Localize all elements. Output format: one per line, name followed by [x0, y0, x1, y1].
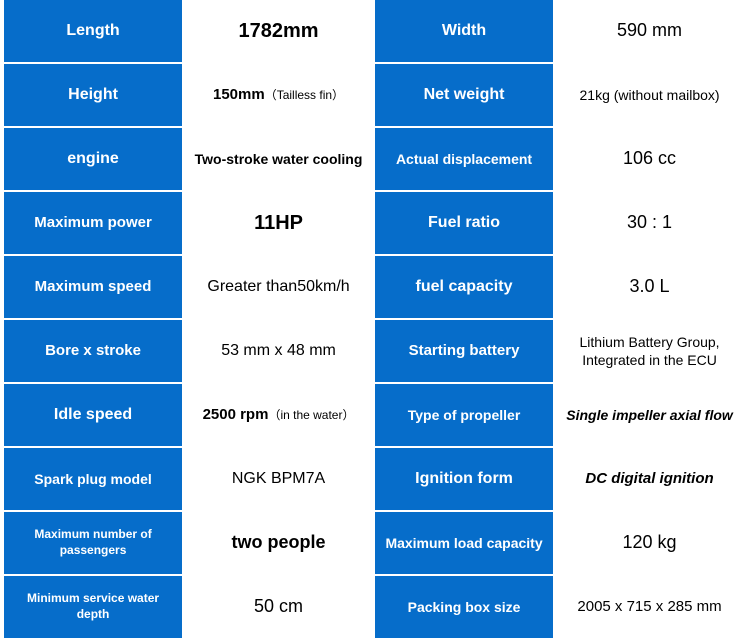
value-suffix: （Tailless fin）: [265, 88, 344, 102]
spec-label-right: Width: [375, 0, 553, 64]
spec-value-right: Single impeller axial flow: [553, 384, 746, 448]
spec-value-left: 150mm（Tailless fin）: [182, 64, 375, 128]
spec-label-right: Starting battery: [375, 320, 553, 384]
spec-value-left: Greater than50km/h: [182, 256, 375, 320]
spec-value-right: 21kg (without mailbox): [553, 64, 746, 128]
table-row: Maximum speedGreater than50km/hfuel capa…: [4, 256, 746, 320]
spec-label-right: Actual displacement: [375, 128, 553, 192]
spec-label-left: Spark plug model: [4, 448, 182, 512]
table-row: Spark plug modelNGK BPM7AIgnition formDC…: [4, 448, 746, 512]
spec-table: Length1782mmWidth590 mmHeight150mm（Taill…: [0, 0, 750, 640]
spec-value-left: two people: [182, 512, 375, 576]
spec-value-left: NGK BPM7A: [182, 448, 375, 512]
spec-label-right: Type of propeller: [375, 384, 553, 448]
spec-value-left: 53 mm x 48 mm: [182, 320, 375, 384]
spec-label-right: Packing box size: [375, 576, 553, 640]
spec-label-left: Idle speed: [4, 384, 182, 448]
spec-value-right: 120 kg: [553, 512, 746, 576]
value-main: 150mm: [213, 86, 265, 103]
table-body: Length1782mmWidth590 mmHeight150mm（Taill…: [4, 0, 746, 640]
table-row: Idle speed2500 rpm（in the water）Type of …: [4, 384, 746, 448]
table-row: Height150mm（Tailless fin）Net weight21kg …: [4, 64, 746, 128]
spec-value-right: 2005 x 715 x 285 mm: [553, 576, 746, 640]
table-row: Maximum number of passengerstwo peopleMa…: [4, 512, 746, 576]
table-row: Length1782mmWidth590 mm: [4, 0, 746, 64]
spec-label-right: Maximum load capacity: [375, 512, 553, 576]
spec-label-left: Maximum number of passengers: [4, 512, 182, 576]
spec-value-right: DC digital ignition: [553, 448, 746, 512]
value-main: 2500 rpm: [203, 406, 269, 423]
spec-value-right: 30 : 1: [553, 192, 746, 256]
table-row: engineTwo-stroke water coolingActual dis…: [4, 128, 746, 192]
value-suffix: （in the water）: [268, 408, 354, 422]
spec-label-left: Height: [4, 64, 182, 128]
table-row: Minimum service water depth50 cmPacking …: [4, 576, 746, 640]
table-row: Maximum power11HPFuel ratio30 : 1: [4, 192, 746, 256]
spec-label-left: Maximum speed: [4, 256, 182, 320]
spec-label-right: Fuel ratio: [375, 192, 553, 256]
spec-value-left: Two-stroke water cooling: [182, 128, 375, 192]
spec-label-right: Net weight: [375, 64, 553, 128]
table-row: Bore x stroke53 mm x 48 mmStarting batte…: [4, 320, 746, 384]
spec-label-left: engine: [4, 128, 182, 192]
spec-label-left: Length: [4, 0, 182, 64]
spec-value-left: 11HP: [182, 192, 375, 256]
spec-value-right: Lithium Battery Group, Integrated in the…: [553, 320, 746, 384]
spec-label-right: Ignition form: [375, 448, 553, 512]
spec-value-left: 50 cm: [182, 576, 375, 640]
spec-value-right: 590 mm: [553, 0, 746, 64]
spec-label-right: fuel capacity: [375, 256, 553, 320]
spec-label-left: Bore x stroke: [4, 320, 182, 384]
spec-value-left: 2500 rpm（in the water）: [182, 384, 375, 448]
spec-label-left: Maximum power: [4, 192, 182, 256]
spec-value-right: 3.0 L: [553, 256, 746, 320]
spec-value-left: 1782mm: [182, 0, 375, 64]
spec-label-left: Minimum service water depth: [4, 576, 182, 640]
spec-value-right: 106 cc: [553, 128, 746, 192]
